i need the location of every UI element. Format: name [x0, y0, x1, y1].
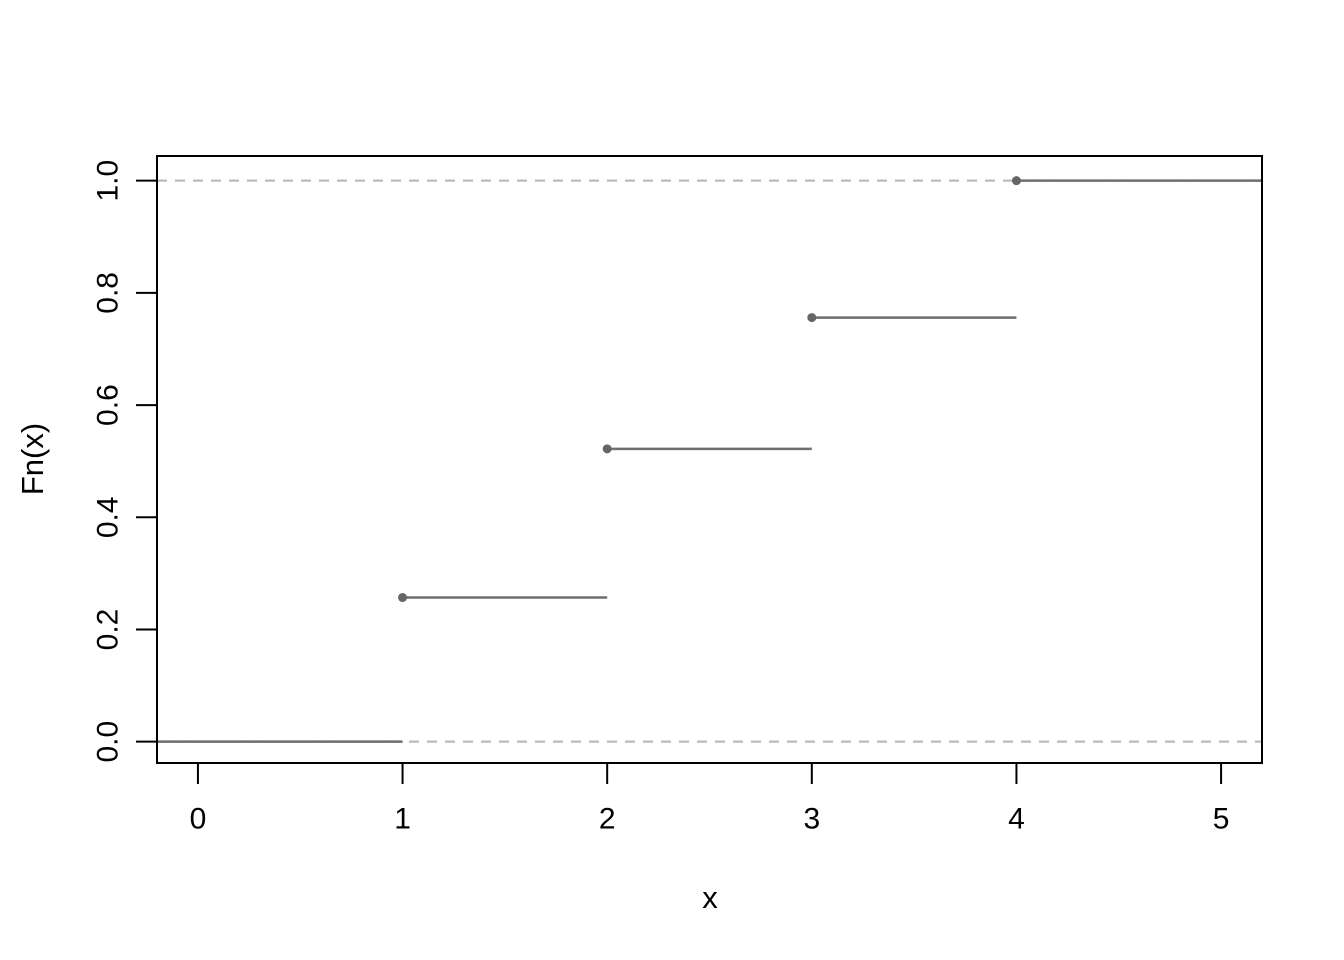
x-tick-label: 0	[190, 803, 207, 836]
data-point	[602, 444, 612, 454]
y-tick-label: 1.0	[92, 160, 125, 202]
y-axis-title: Fn(x)	[15, 422, 50, 496]
x-tick-label: 4	[1008, 803, 1025, 836]
x-axis-title: x	[702, 880, 718, 915]
data-point	[1011, 176, 1021, 186]
x-tick-label: 1	[394, 803, 411, 836]
y-tick-label: 0.8	[92, 272, 125, 314]
y-tick-label: 0.6	[92, 384, 125, 426]
y-tick-label: 0.4	[92, 496, 125, 538]
data-point	[398, 593, 408, 603]
plot-box	[156, 155, 1263, 764]
x-tick-label: 3	[803, 803, 820, 836]
y-tick-label: 0.0	[92, 721, 125, 763]
x-tick-label: 2	[599, 803, 616, 836]
y-tick-label: 0.2	[92, 609, 125, 651]
data-point	[807, 313, 817, 323]
x-tick-label: 5	[1213, 803, 1230, 836]
